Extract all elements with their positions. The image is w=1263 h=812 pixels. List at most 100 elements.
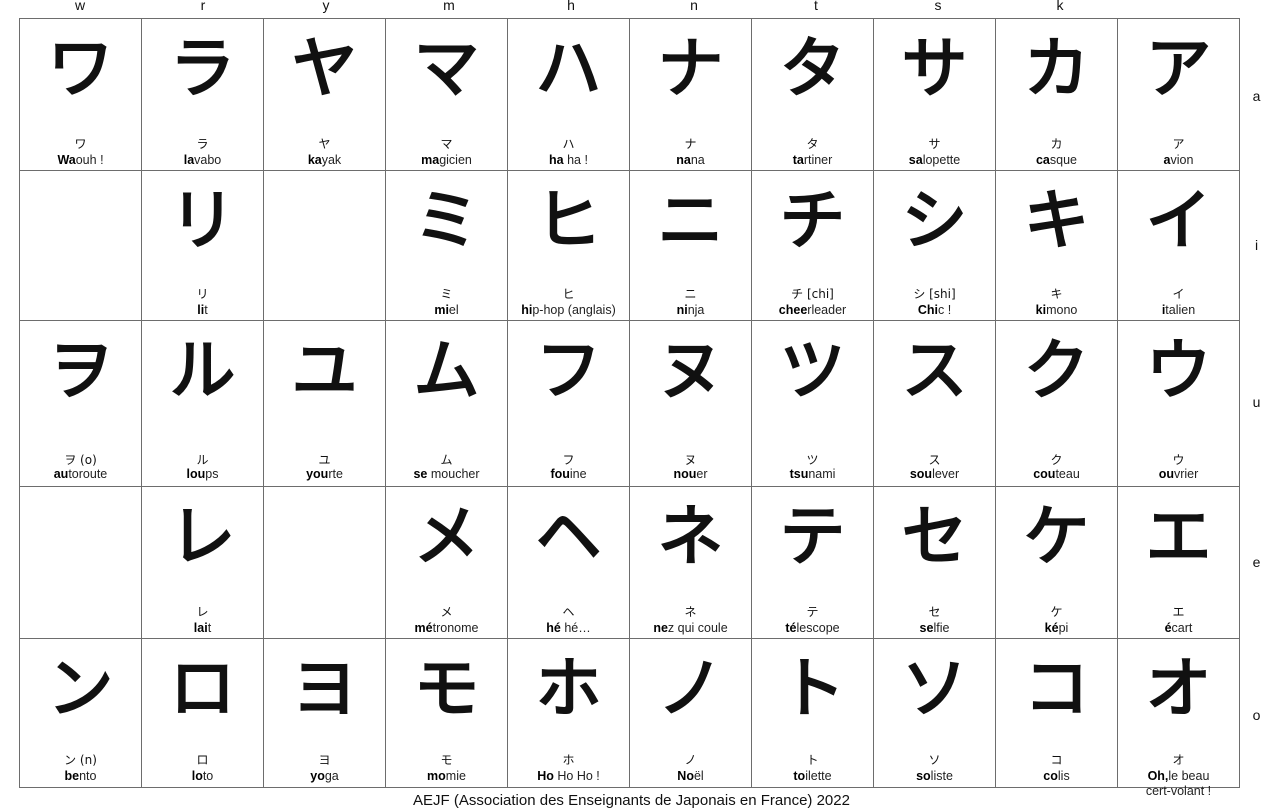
col-header-h: h [567,0,575,13]
kana-illustration: サ [893,25,977,113]
kana-cell: フフ fouine [507,320,630,487]
mnemonic-bold: be [64,769,80,783]
kana-large-glyph: シ [901,182,968,259]
mnemonic-rest: lopette [922,153,961,167]
kana-cell: ユユ yourte [263,320,386,487]
footer-credit: AEJF (Association des Enseignants de Jap… [413,792,850,809]
mnemonic-bold: nou [673,467,697,481]
kana-large-glyph: ミ [413,182,480,259]
kana-small-label: チ [chi] [791,287,834,301]
kana-illustration: ツ [771,327,855,415]
mnemonic-rest: to [202,769,214,783]
kana-illustration: ソ [893,645,977,733]
kana-illustration: ニ [649,177,733,265]
kana-small-label: セ [928,605,941,619]
mnemonic-word: lait [142,621,263,636]
mnemonic-word: ninja [630,303,751,318]
mnemonic-word: Ho Ho Ho ! [508,769,629,784]
kana-cell: メメ métronome [385,486,508,639]
row-header-i: i [1254,237,1259,253]
kana-cell: キキ kimono [995,170,1118,321]
kana-large-glyph: ワ [47,30,114,107]
mnemonic-word: soliste [874,769,995,784]
mnemonic-rest: ps [205,467,219,481]
col-header-s: s [934,0,942,13]
mnemonic-bold: ki [1035,303,1047,317]
mnemonic-rest: t [207,621,212,635]
mnemonic-word: avion [1118,153,1239,168]
mnemonic-bold: se [919,621,934,635]
kana-illustration: フ [527,327,611,415]
mnemonic-word: bento [20,769,141,784]
mnemonic-rest: hé… [560,621,591,635]
mnemonic-rest: toroute [68,467,108,481]
row-header-a: a [1252,88,1261,104]
kana-large-glyph: フ [535,332,602,409]
kana-illustration: ネ [649,493,733,581]
mnemonic-bold: so [916,769,931,783]
mnemonic-rest: liste [930,769,953,783]
mnemonic-bold: sou [909,467,933,481]
mnemonic-rest: c ! [937,303,952,317]
kana-large-glyph: テ [779,498,846,575]
mnemonic-bold: mé [414,621,433,635]
mnemonic-word: yoga [264,769,385,784]
kana-illustration: ヘ [527,493,611,581]
kana-illustration: タ [771,25,855,113]
kana-illustration: リ [161,177,245,265]
kana-cell: ウウ ouvrier [1117,320,1240,487]
kana-small-label: ラ [196,137,209,151]
kana-cell: ムム se moucher [385,320,508,487]
mnemonic-word: Chic ! [874,303,995,318]
kana-large-glyph: ン [47,650,114,727]
kana-small-label: カ [1050,137,1063,151]
mnemonic-word: autoroute [20,467,141,482]
kana-large-glyph: サ [901,30,968,107]
kana-large-glyph: ヨ [291,650,358,727]
mnemonic-tail: cher [455,467,480,481]
kana-small-label: ナ [684,137,697,151]
mnemonic-rest: vabo [194,153,222,167]
mnemonic-bold: ou [1158,467,1174,481]
kana-cell: ヘヘ hé hé… [507,486,630,639]
kana-cell: アア avion [1117,18,1240,171]
mnemonic-rest: lis [1057,769,1070,783]
kana-cell: エエ écart [1117,486,1240,639]
mnemonic-rest: p-hop (anglais) [532,303,616,317]
kana-cell [263,170,386,321]
mnemonic-word: Waouh ! [20,153,141,168]
kana-cell: ヒヒ hip-hop (anglais) [507,170,630,321]
kana-large-glyph: リ [169,182,236,259]
chart-row-o: ンン (n) bento ロロ loto ヨヨ yoga モモ momie ホホ Ho Ho Ho… [19,638,1240,798]
kana-illustration: エ [1137,493,1221,581]
kana-small-label: ア [1172,137,1185,151]
kana-illustration: ヒ [527,177,611,265]
kana-cell: トト toilette [751,638,874,788]
kana-illustration: ア [1137,25,1221,113]
kana-cell: オオ Oh,le beau cert-volant ! [1117,638,1240,798]
mnemonic-rest: er [696,467,708,481]
kana-large-glyph: オ [1145,650,1212,727]
kana-illustration: ル [161,327,245,415]
kana-cell: ソソ soliste [873,638,996,788]
kana-small-label: オ [1172,753,1185,767]
kana-illustration: オ [1137,645,1221,733]
kana-small-label: マ [440,137,453,151]
mnemonic-rest: talien [1165,303,1196,317]
kana-large-glyph: カ [1023,30,1090,107]
kana-large-glyph: ト [779,650,846,727]
kana-large-glyph: セ [901,498,968,575]
kana-illustration: ン [39,645,123,733]
kana-small-label: ヒ [562,287,575,301]
kana-small-label: ロ [196,753,209,767]
kana-small-label: シ [shi] [913,287,956,301]
kana-cell: チチ [chi] cheerleader [751,170,874,321]
kana-illustration: ヲ [39,327,123,415]
kana-illustration: ノ [649,645,733,733]
mnemonic-bold: é [1164,621,1172,635]
mnemonic-word: kimono [996,303,1117,318]
mnemonic-rest: lfie [933,621,950,635]
kana-small-label: ン (n) [64,753,97,767]
mnemonic-word: momie [386,769,507,784]
kana-small-label: ウ [1172,453,1185,467]
